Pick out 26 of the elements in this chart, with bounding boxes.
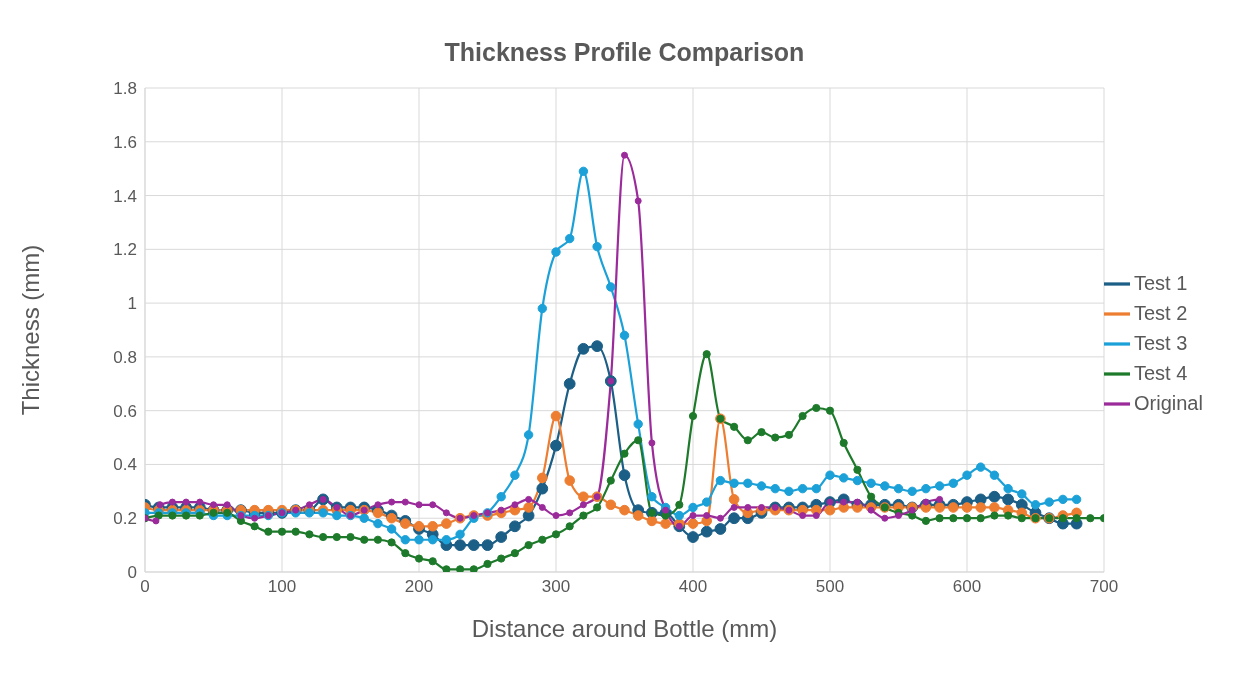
x-tick-label: 500 (815, 577, 845, 597)
y-tick-label: 1 (127, 294, 137, 314)
legend-label: Test 1 (1134, 271, 1188, 294)
x-tick-label: 300 (541, 577, 571, 597)
chart-title: Thickness Profile Comparison (443, 38, 806, 67)
y-tick-label: 0.6 (113, 401, 137, 421)
legend-label: Test 2 (1134, 301, 1188, 324)
y-axis-title: Thickness (mm) (16, 244, 44, 416)
y-tick-label: 0.8 (113, 347, 137, 367)
y-tick-label: 0.4 (113, 455, 137, 475)
y-tick-label: 0.2 (113, 509, 137, 529)
legend-label: Test 4 (1134, 361, 1188, 384)
y-tick-label: 1.4 (113, 186, 137, 206)
y-tick-label: 1.6 (113, 132, 137, 152)
y-tick-label: 0 (127, 563, 137, 583)
legend-label: Test 3 (1134, 331, 1188, 354)
legend-label: Original (1134, 391, 1203, 414)
x-tick-label: 400 (678, 577, 708, 597)
x-tick-label: 600 (952, 577, 982, 597)
x-axis-title: Distance around Bottle (mm) (471, 615, 778, 642)
x-tick-label: 200 (404, 577, 434, 597)
x-tick-label: 0 (140, 577, 150, 597)
x-tick-label: 100 (267, 577, 297, 597)
y-tick-label: 1.8 (113, 79, 137, 99)
x-tick-label: 700 (1089, 577, 1119, 597)
y-tick-label: 1.2 (113, 240, 137, 260)
